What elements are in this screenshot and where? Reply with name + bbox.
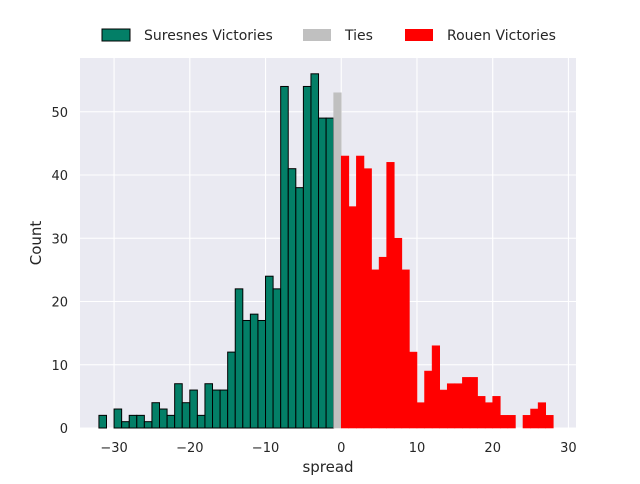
bar-rouen-victories	[348, 206, 357, 429]
bar-suresnes-victories	[98, 414, 108, 429]
x-tick-label: −20	[176, 441, 203, 456]
bar-rouen-victories	[363, 168, 372, 429]
bars	[98, 73, 554, 429]
bar-suresnes-victories	[302, 85, 312, 429]
y-tick-label: 40	[51, 169, 68, 184]
bar-suresnes-victories	[272, 288, 282, 429]
legend-label-rouen: Rouen Victories	[447, 28, 556, 44]
y-tick-label: 0	[60, 422, 68, 437]
bar-suresnes-victories	[242, 319, 251, 429]
bar-rouen-victories	[431, 345, 440, 429]
bar-rouen-victories	[545, 415, 554, 429]
bar-rouen-victories	[416, 402, 425, 429]
bar-rouen-victories	[469, 377, 478, 429]
bar-rouen-victories	[340, 155, 350, 429]
bar-suresnes-victories	[159, 408, 168, 429]
bar-suresnes-victories	[310, 73, 320, 429]
bar-suresnes-victories	[234, 288, 244, 429]
y-tick-label: 50	[51, 106, 68, 121]
bar-suresnes-victories	[189, 389, 198, 429]
bar-suresnes-victories	[196, 414, 206, 429]
legend-swatch-rouen	[405, 29, 433, 41]
y-axis-label: Count	[27, 221, 45, 266]
bar-rouen-victories	[393, 237, 403, 429]
bar-suresnes-victories	[204, 383, 214, 429]
bar-suresnes-victories	[318, 117, 327, 429]
y-tick-label: 30	[51, 232, 68, 247]
bar-suresnes-victories	[325, 117, 335, 429]
bar-rouen-victories	[530, 408, 539, 429]
legend-swatch-ties	[303, 29, 331, 41]
bar-rouen-victories	[484, 402, 494, 429]
bar-suresnes-victories	[151, 402, 161, 429]
bar-rouen-victories	[446, 383, 456, 429]
bar-suresnes-victories	[128, 414, 138, 429]
bar-suresnes-victories	[113, 408, 123, 429]
bar-suresnes-victories	[257, 319, 267, 429]
x-tick-label: 20	[484, 441, 501, 456]
bar-suresnes-victories	[121, 421, 130, 429]
bar-rouen-victories	[522, 415, 531, 429]
bar-rouen-victories	[507, 415, 516, 429]
x-tick-label: 30	[560, 441, 577, 456]
x-tick-label: −10	[252, 441, 279, 456]
y-tick-labels: 0 10 20 30 40 50	[51, 106, 68, 437]
bar-suresnes-victories	[212, 389, 221, 429]
legend: Suresnes Victories Ties Rouen Victories	[101, 28, 556, 44]
y-tick-label: 10	[51, 359, 68, 374]
x-tick-label: 0	[337, 441, 345, 456]
bar-suresnes-victories	[136, 414, 145, 429]
bar-suresnes-victories	[181, 402, 191, 429]
bar-rouen-victories	[439, 389, 448, 429]
bar-rouen-victories	[409, 351, 418, 429]
bar-suresnes-victories	[143, 421, 153, 429]
bar-suresnes-victories	[166, 414, 176, 429]
legend-swatch-suresnes	[101, 28, 131, 42]
bar-suresnes-victories	[174, 383, 183, 429]
bar-rouen-victories	[492, 396, 501, 429]
x-axis-label: spread	[302, 458, 353, 476]
bar-rouen-victories	[454, 383, 463, 429]
x-tick-labels: −30 −20 −10 0 10 20 30	[100, 441, 576, 456]
bar-rouen-victories	[378, 256, 387, 429]
bar-suresnes-victories	[295, 187, 304, 429]
bar-suresnes-victories	[219, 389, 229, 429]
legend-label-ties: Ties	[344, 28, 373, 44]
bar-rouen-victories	[356, 155, 365, 429]
bar-rouen-victories	[424, 370, 433, 429]
bar-suresnes-victories	[227, 351, 236, 429]
bar-rouen-victories	[499, 415, 509, 429]
bar-suresnes-victories	[287, 168, 297, 429]
bar-rouen-victories	[401, 269, 410, 429]
x-tick-label: 10	[409, 441, 426, 456]
bar-rouen-victories	[477, 396, 486, 429]
y-tick-label: 20	[51, 296, 68, 311]
bar-suresnes-victories	[265, 275, 274, 429]
bar-suresnes-victories	[249, 313, 259, 429]
legend-label-suresnes: Suresnes Victories	[144, 28, 273, 44]
bar-suresnes-victories	[280, 85, 289, 429]
bar-ties	[333, 92, 342, 429]
x-tick-label: −30	[100, 441, 127, 456]
bar-rouen-victories	[371, 269, 380, 429]
bar-rouen-victories	[462, 377, 471, 429]
bar-rouen-victories	[386, 162, 395, 429]
bar-rouen-victories	[537, 402, 547, 429]
